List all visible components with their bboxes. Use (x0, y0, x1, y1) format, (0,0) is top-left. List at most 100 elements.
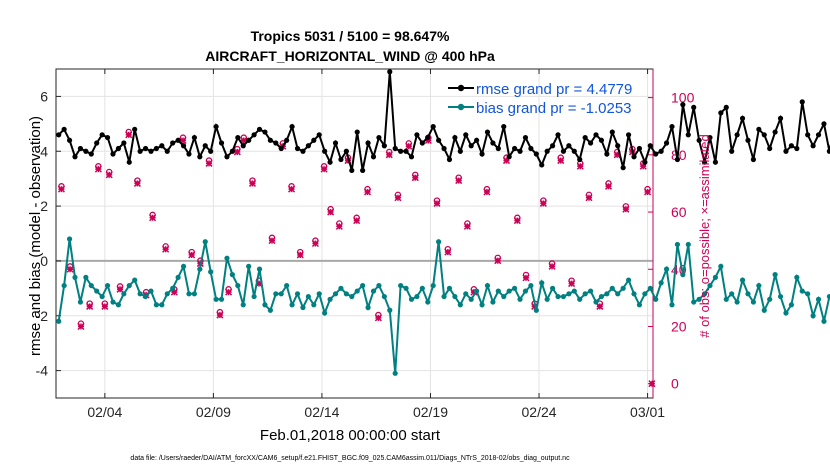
rmse-point (446, 156, 453, 163)
bias-point (712, 274, 719, 280)
bias-point (278, 291, 284, 297)
rmse-point (72, 154, 78, 160)
bias-point (94, 288, 100, 294)
footer-data-file: data file: /Users/raeder/DAI/ATM_forcXX/… (130, 455, 570, 462)
rmse-point (701, 159, 708, 165)
rmse-point (115, 145, 122, 152)
chart-title-line2: AIRCRAFT_HORIZONTAL_WIND @ 400 hPa (205, 48, 495, 64)
rmse-point (305, 143, 311, 149)
bias-point (354, 288, 360, 294)
bias-point (441, 293, 447, 300)
rmse-point (121, 140, 127, 146)
rmse-point (463, 132, 469, 138)
obs-assimilated-marker (320, 165, 328, 173)
x-tick-label: 02/04 (87, 404, 122, 420)
rmse-point (392, 145, 398, 152)
bias-point (430, 282, 436, 289)
rmse-point (474, 137, 480, 143)
bias-point (360, 282, 366, 289)
x-tick-label: 02/09 (196, 404, 231, 420)
bias-point (457, 302, 463, 308)
rmse-point (126, 159, 132, 165)
bias-point (501, 293, 507, 300)
rmse-point (316, 132, 322, 138)
rmse-point (398, 148, 404, 154)
bias-point (365, 304, 371, 311)
rmse-point (370, 154, 377, 160)
bias-point (251, 293, 257, 300)
obs-assimilated-marker (585, 194, 593, 202)
bias-point (343, 291, 349, 297)
obs-assimilated-marker (216, 311, 224, 319)
rmse-point (256, 126, 263, 132)
rmse-point (110, 151, 116, 157)
bias-point (452, 293, 458, 300)
rmse-point (582, 134, 588, 141)
bias-point (311, 302, 317, 308)
rmse-point (327, 159, 333, 165)
bias-point (756, 282, 762, 289)
rmse-point (387, 69, 393, 75)
rmse-point (137, 148, 143, 154)
rmse-point (425, 134, 431, 141)
rmse-point (495, 145, 501, 152)
obs-assimilated-marker (327, 208, 335, 216)
obs-assimilated-marker (513, 217, 521, 225)
bias-point (83, 274, 89, 280)
rmse-point (517, 148, 523, 154)
bias-point (680, 272, 686, 278)
rmse-point (159, 143, 165, 149)
bias-point (197, 266, 203, 272)
rmse-point (77, 145, 84, 152)
obs-assimilated-marker (205, 159, 213, 167)
rmse-point (468, 143, 474, 149)
obs-assimilated-marker (363, 188, 372, 196)
rmse-point (539, 162, 545, 168)
rmse-point (408, 154, 415, 160)
rmse-point (642, 159, 648, 165)
bias-point (718, 263, 724, 269)
rmse-point (88, 151, 94, 157)
bias-point (273, 291, 279, 297)
bias-point (479, 302, 485, 308)
bias-point (767, 296, 773, 302)
obs-assimilated-marker (77, 322, 85, 331)
rmse-point (712, 159, 719, 165)
bias-point (555, 293, 561, 300)
y-tick-label-left: 0 (40, 253, 48, 269)
bias-point (414, 293, 420, 300)
bias-point (132, 277, 138, 283)
bias-point (750, 299, 757, 305)
rmse-point (224, 154, 230, 160)
bias-point (316, 291, 322, 297)
plot-background (56, 69, 653, 398)
obs-assimilated-marker (133, 179, 141, 187)
obs-assimilated-marker (433, 199, 441, 207)
bias-point (186, 291, 192, 297)
bias-point (815, 296, 822, 302)
rmse-point (674, 156, 681, 163)
bias-point (560, 293, 567, 300)
obs-assimilated-marker (288, 185, 296, 193)
rmse-point (533, 151, 539, 157)
bias-point (88, 282, 94, 289)
bias-point (636, 302, 643, 308)
obs-assimilated-marker (539, 199, 547, 207)
bias-point (425, 299, 431, 305)
obs-assimilated-marker (296, 251, 304, 259)
rmse-point (213, 123, 219, 130)
rmse-point (723, 104, 729, 110)
bias-point (794, 274, 800, 280)
obs-assimilated-marker (311, 239, 319, 248)
rmse-point (593, 132, 599, 138)
bias-point (436, 239, 442, 245)
bias-point (593, 299, 599, 305)
bias-point (305, 293, 311, 300)
rmse-point (376, 134, 382, 141)
bias-point (142, 293, 149, 300)
rmse-point (170, 140, 176, 146)
rmse-point (653, 151, 659, 157)
bias-point (582, 291, 588, 297)
bias-point (463, 291, 469, 297)
bias-point (349, 293, 355, 300)
